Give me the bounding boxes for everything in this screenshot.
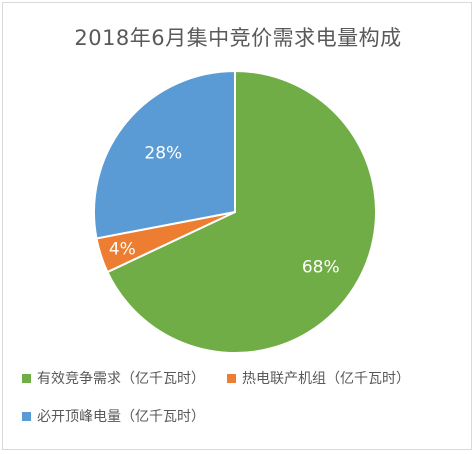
legend-row-1: 有效竞争需求（亿千瓦时） 热电联产机组（亿千瓦时） bbox=[22, 366, 462, 390]
legend-label-effective: 有效竞争需求（亿千瓦时） bbox=[37, 368, 205, 388]
legend-item-peak: 必开顶峰电量（亿千瓦时） bbox=[22, 406, 205, 426]
legend-item-chp: 热电联产机组（亿千瓦时） bbox=[227, 368, 410, 388]
legend: 有效竞争需求（亿千瓦时） 热电联产机组（亿千瓦时） 必开顶峰电量（亿千瓦时） bbox=[22, 366, 462, 442]
slice-label-peak: 28% bbox=[144, 144, 182, 164]
legend-swatch-peak bbox=[22, 412, 31, 421]
legend-swatch-effective bbox=[22, 374, 31, 383]
legend-item-effective: 有效竞争需求（亿千瓦时） bbox=[22, 368, 205, 388]
slice-label-chp: 4% bbox=[109, 240, 136, 260]
legend-label-peak: 必开顶峰电量（亿千瓦时） bbox=[37, 406, 205, 426]
slice-label-effective: 68% bbox=[302, 257, 340, 277]
legend-row-2: 必开顶峰电量（亿千瓦时） bbox=[22, 404, 462, 428]
legend-swatch-chp bbox=[227, 374, 236, 383]
legend-label-chp: 热电联产机组（亿千瓦时） bbox=[242, 368, 410, 388]
